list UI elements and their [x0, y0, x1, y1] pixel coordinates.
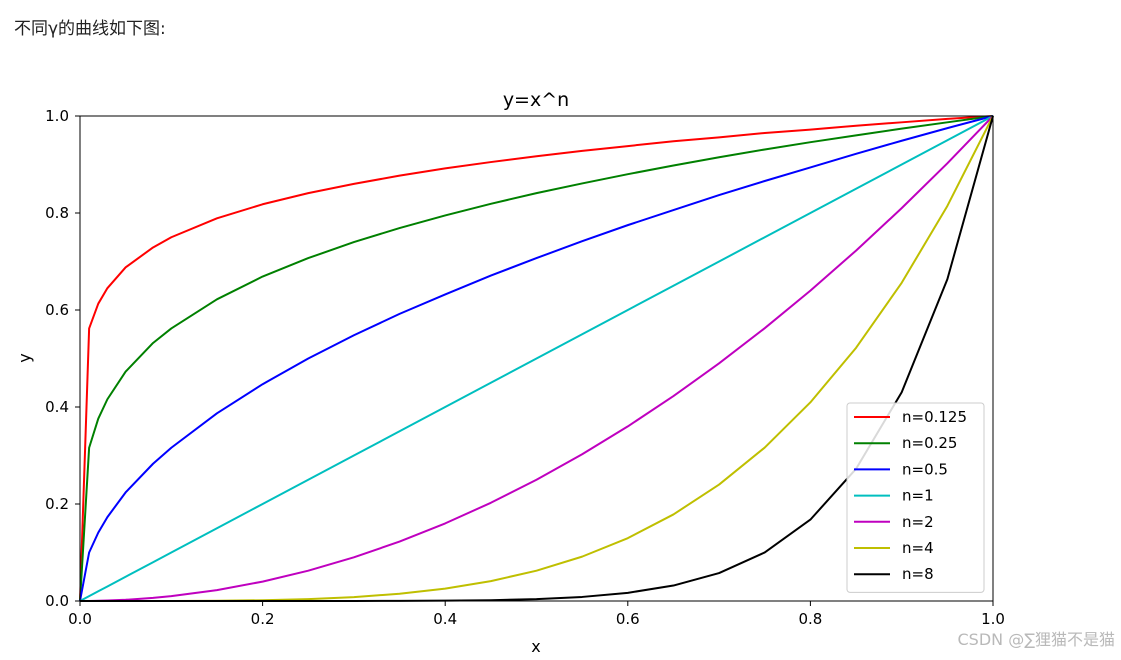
- plot-frame: [79, 115, 994, 602]
- series-line-4: [79, 115, 994, 602]
- legend-label: n=8: [902, 565, 934, 583]
- series-line-1: [79, 115, 994, 602]
- chart-title: y=x^n: [503, 89, 569, 111]
- y-tick-label: 0.2: [45, 495, 69, 513]
- x-tick-label: 0.0: [68, 610, 92, 628]
- x-tick-label: 1.0: [981, 610, 1005, 628]
- x-tick-label: 0.4: [433, 610, 457, 628]
- ticks-layer: 0.0 0.2 0.4 0.6 0.8 1.0 0.0 0.2 0.4 0.6 0.8 1.0: [45, 107, 1005, 628]
- intro-text: 不同γ的曲线如下图:: [14, 19, 166, 39]
- x-tick-label: 0.8: [798, 610, 822, 628]
- legend-label: n=0.5: [902, 460, 948, 478]
- y-tick-label: 0.0: [45, 592, 69, 610]
- legend-label: n=1: [902, 487, 934, 505]
- chart-legend: n=0.125 n=0.25 n=0.5 n=1 n=2 n=4 n=8: [846, 402, 985, 593]
- legend-label: n=0.125: [902, 408, 967, 426]
- y-tick-label: 0.6: [45, 301, 69, 319]
- series-line-3: [79, 115, 994, 602]
- legend-label: n=4: [902, 539, 934, 557]
- legend-box: [846, 402, 985, 593]
- legend-label: n=0.25: [902, 434, 957, 452]
- y-axis-label: y: [15, 353, 34, 362]
- series-line-2: [79, 115, 994, 602]
- csdn-watermark: CSDN @∑狸猫不是猫: [957, 630, 1116, 649]
- series-line-5: [79, 115, 994, 602]
- y-tick-label: 1.0: [45, 107, 69, 125]
- y-tick-label: 0.8: [45, 204, 69, 222]
- x-tick-label: 0.6: [616, 610, 640, 628]
- x-axis-label: x: [531, 637, 540, 656]
- legend-label: n=2: [902, 513, 934, 531]
- curves-layer: [79, 115, 994, 602]
- y-tick-label: 0.4: [45, 398, 69, 416]
- x-tick-label: 0.2: [251, 610, 275, 628]
